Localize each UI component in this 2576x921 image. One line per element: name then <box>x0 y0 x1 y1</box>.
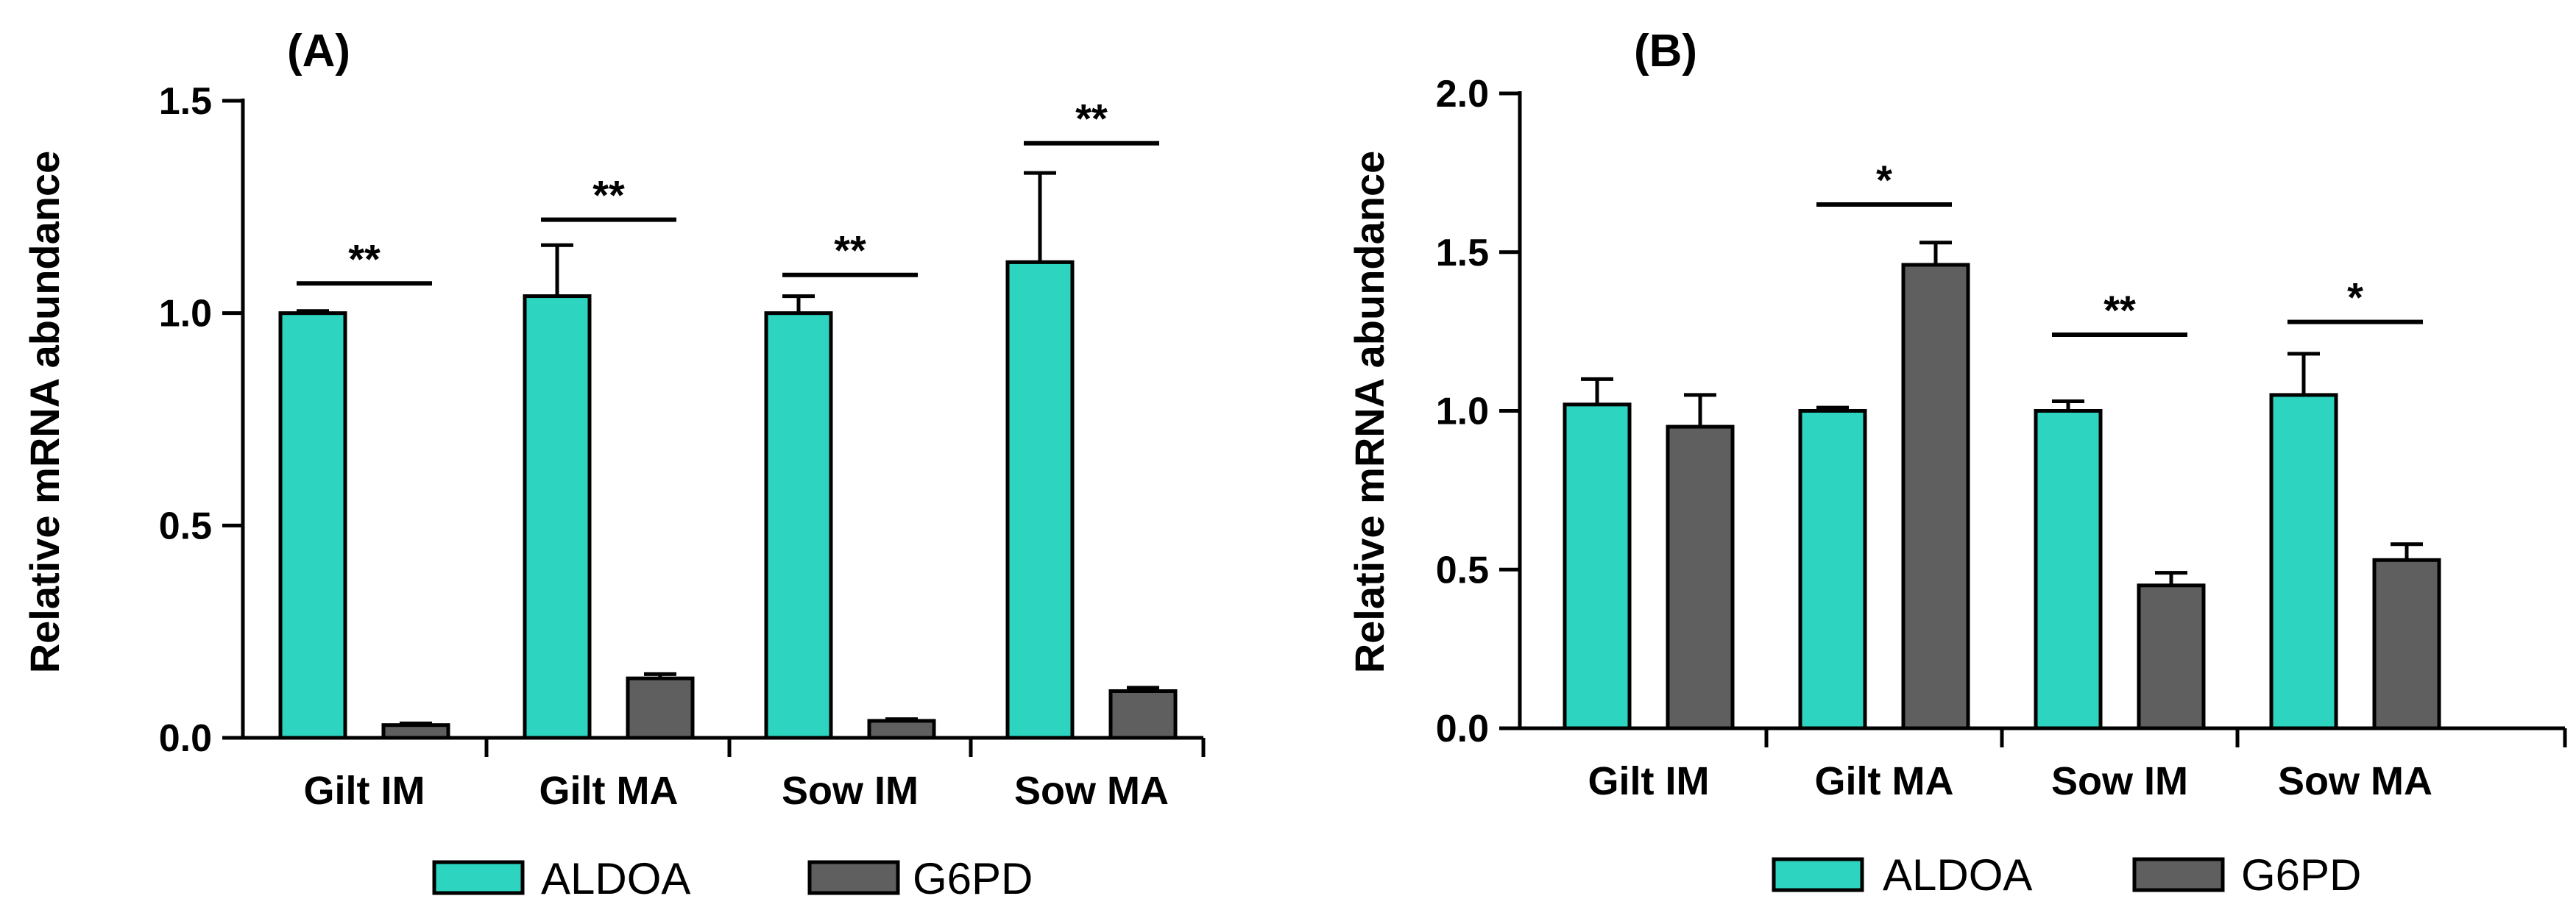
panel-a-sig-label: ** <box>834 227 866 274</box>
legend-b-aldoa-swatch <box>1772 857 1864 892</box>
legend-a-g6pd-label: G6PD <box>913 854 1033 903</box>
panel-a-ytick-label: 0.0 <box>159 717 212 760</box>
panel-a-plot: 0.0 0.5 1.0 1.5 Gilt IM ** Gilt MA ** Sow IM ** So… <box>159 80 1206 813</box>
panel-b-ylabel: Relative mRNA abundance <box>1346 151 1393 674</box>
panel-b-xtick-label: Gilt MA <box>1815 759 1954 803</box>
panel-a-bar-g6pd <box>867 719 936 740</box>
panel-a-bar-g6pd <box>1108 689 1178 740</box>
panel-a-xtick-label: Gilt MA <box>539 769 679 813</box>
legend-b-aldoa-label: ALDOA <box>1883 850 2032 900</box>
legend-b-g6pd-swatch <box>2132 857 2225 892</box>
panel-a-ytick-label: 0.5 <box>159 505 212 547</box>
legend-a-aldoa-swatch <box>432 860 525 895</box>
panel-a-sig-label: ** <box>1075 96 1108 142</box>
legend-a-g6pd-swatch <box>807 860 900 895</box>
panel-a-bar-aldoa <box>1005 260 1075 740</box>
panel-b-sig-label: * <box>2347 274 2363 321</box>
panel-a-bar-g6pd <box>381 723 450 740</box>
legend-a-aldoa-label: ALDOA <box>541 854 690 903</box>
panel-a-legend: ALDOA G6PD <box>432 854 1033 903</box>
panel-b-bar-g6pd <box>2137 583 2206 730</box>
panel-a-bar-aldoa <box>523 294 592 740</box>
panel-a-sig-label: ** <box>592 172 625 218</box>
panel-a-ytick-label: 1.5 <box>159 80 212 123</box>
panel-a-xtick-label: Sow IM <box>782 769 919 813</box>
panel-b-ytick-label: 1.0 <box>1436 391 1489 433</box>
panel-a-ylabel: Relative mRNA abundance <box>21 151 68 674</box>
panel-b-sig-label: * <box>1876 157 1892 203</box>
panel-b-bar-g6pd <box>2372 558 2441 730</box>
panel-a-xtick-label: Gilt IM <box>304 769 425 813</box>
panel-b-ytick-label: 0.5 <box>1436 549 1489 591</box>
panel-b-bar-g6pd <box>1666 424 1735 730</box>
panel-b-label: (B) <box>1634 26 1697 77</box>
panel-b-plot: 0.0 0.5 1.0 1.5 2.0 Gilt IM Gilt MA * Sow IM ** So… <box>1436 73 2567 803</box>
panel-a-ytick-label: 1.0 <box>159 293 212 335</box>
panel-b-bar-aldoa <box>2269 393 2338 730</box>
panel-b-xtick-label: Sow MA <box>2278 759 2432 803</box>
panel-b-ytick-label: 2.0 <box>1436 73 1489 115</box>
panel-b-ytick-label: 1.5 <box>1436 232 1489 274</box>
panel-a-xtick-label: Sow MA <box>1014 769 1169 813</box>
panel-b-xtick-label: Sow IM <box>2051 759 2188 803</box>
panel-b-xtick-label: Gilt IM <box>1588 759 1710 803</box>
panel-a-bar-g6pd <box>626 676 695 740</box>
panel-b-legend: ALDOA G6PD <box>1772 850 2361 900</box>
panel-a-label: (A) <box>287 26 350 77</box>
panel-b-bar-g6pd <box>1901 263 1970 730</box>
legend-b-g6pd-label: G6PD <box>2241 850 2361 900</box>
panel-b-bar-aldoa <box>1798 409 1867 730</box>
panel-b-bar-aldoa <box>2034 409 2103 730</box>
panel-b-bar-aldoa <box>1563 402 1632 730</box>
panel-b-sig-label: ** <box>2103 287 2136 333</box>
panel-a-bar-aldoa <box>278 311 347 740</box>
panel-b-ytick-label: 0.0 <box>1436 708 1489 750</box>
panel-a-sig-label: ** <box>348 235 381 282</box>
panel-a-bar-aldoa <box>764 311 833 740</box>
